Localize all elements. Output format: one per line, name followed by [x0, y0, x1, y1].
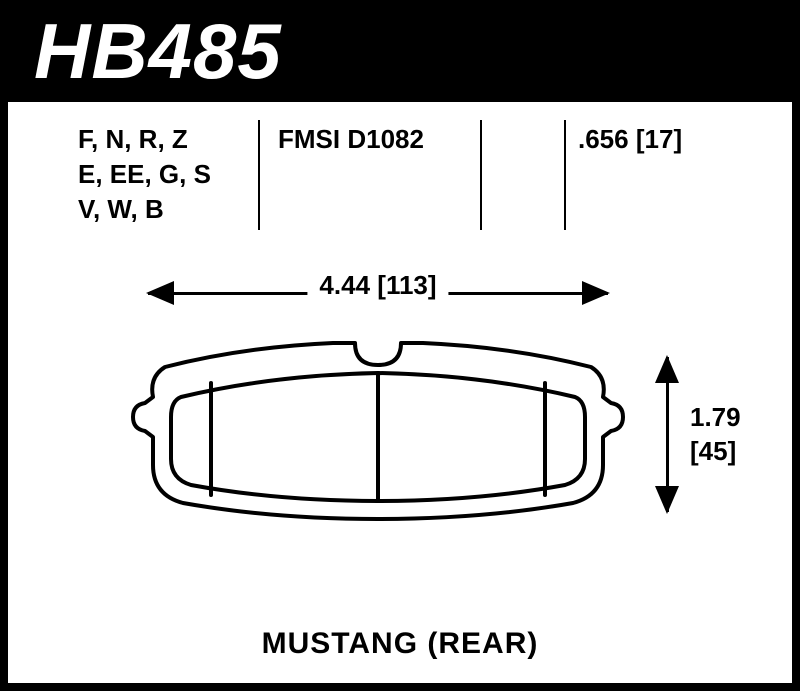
compounds-line-2: E, EE, G, S [78, 157, 253, 192]
content-frame: F, N, R, Z E, EE, G, S V, W, B FMSI D108… [0, 102, 800, 691]
height-mm: 45 [699, 436, 728, 466]
info-row: F, N, R, Z E, EE, G, S V, W, B FMSI D108… [8, 102, 792, 242]
divider [258, 120, 260, 230]
bracket-open: [ [377, 270, 386, 300]
compounds-line-1: F, N, R, Z [78, 122, 253, 157]
thickness-inches: .656 [578, 124, 629, 154]
part-number-title: HB485 [34, 6, 282, 97]
width-mm: 113 [386, 270, 428, 300]
arrow-left-icon [146, 281, 174, 305]
height-label: 1.79 [45] [690, 401, 741, 469]
bracket-close: ] [428, 270, 437, 300]
divider [564, 120, 566, 230]
divider [480, 120, 482, 230]
compounds-line-3: V, W, B [78, 192, 253, 227]
width-inches: 4.44 [319, 270, 370, 300]
arrow-down-icon [655, 486, 679, 514]
width-dimension: 4.44 [113] [148, 270, 608, 316]
width-label: 4.44 [113] [307, 270, 448, 301]
bracket-open: [ [636, 124, 645, 154]
brake-pad-diagram [123, 337, 633, 527]
height-inches: 1.79 [690, 401, 741, 435]
thickness-value: .656 [17] [578, 122, 748, 157]
bracket-close: ] [673, 124, 682, 154]
header-bar: HB485 [0, 0, 800, 102]
thickness-mm: 17 [645, 124, 674, 154]
compound-codes: F, N, R, Z E, EE, G, S V, W, B [78, 122, 253, 227]
product-label: MUSTANG (REAR) [8, 627, 792, 661]
arrow-right-icon [582, 281, 610, 305]
spec-sheet: HB485 F, N, R, Z E, EE, G, S V, W, B FMS… [0, 0, 800, 691]
arrow-up-icon [655, 355, 679, 383]
height-mm-wrap: [45] [690, 435, 741, 469]
fmsi-code: FMSI D1082 [278, 122, 478, 157]
height-dimension: 1.79 [45] [648, 357, 788, 512]
